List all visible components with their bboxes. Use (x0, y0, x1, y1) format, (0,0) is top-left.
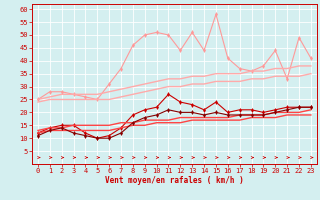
X-axis label: Vent moyen/en rafales ( km/h ): Vent moyen/en rafales ( km/h ) (105, 176, 244, 185)
